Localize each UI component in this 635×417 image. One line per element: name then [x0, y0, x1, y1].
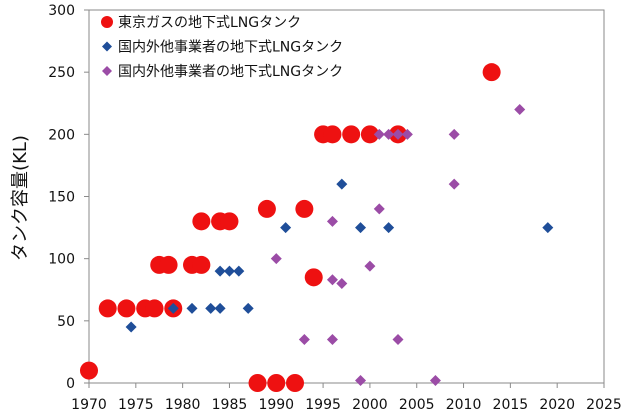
data-point	[267, 374, 286, 392]
data-point	[373, 128, 385, 140]
legend-label: 国内外他事業者の地下式LNGタンク	[118, 64, 343, 80]
y-tick-label: 200	[48, 127, 75, 143]
y-axis-label: タンク容量(KL)	[10, 135, 31, 261]
data-point	[392, 128, 404, 140]
data-point	[360, 125, 379, 144]
data-point	[220, 212, 239, 231]
data-point	[326, 274, 338, 286]
data-point	[383, 128, 395, 140]
series-2	[125, 178, 554, 333]
legend-marker	[101, 16, 113, 28]
x-tick-label: 1995	[305, 397, 341, 413]
data-point	[270, 253, 282, 265]
x-tick-label: 2025	[586, 397, 622, 413]
data-point	[295, 199, 314, 218]
data-point	[145, 299, 164, 318]
data-point	[448, 128, 460, 140]
x-tick-label: 1975	[118, 397, 154, 413]
data-point	[401, 128, 413, 140]
data-point	[326, 333, 338, 345]
legend-marker	[102, 66, 112, 76]
data-point	[248, 374, 267, 392]
y-tick-label: 150	[48, 190, 75, 206]
data-point	[336, 178, 348, 190]
y-tick-label: 50	[57, 314, 75, 330]
data-point	[117, 299, 136, 318]
y-tick-label: 0	[66, 376, 75, 392]
data-point	[159, 255, 178, 274]
data-point	[298, 333, 310, 345]
data-point	[323, 125, 342, 144]
x-tick-label: 1970	[71, 397, 107, 413]
data-point	[242, 302, 254, 314]
data-point	[514, 103, 526, 115]
legend-label: 東京ガスの地下式LNGタンク	[118, 15, 301, 31]
x-tick-label: 2020	[539, 397, 575, 413]
x-tick-label: 1985	[212, 397, 248, 413]
y-tick-label: 250	[48, 65, 75, 81]
x-tick-label: 2015	[493, 397, 529, 413]
data-point	[186, 302, 198, 314]
data-point	[326, 215, 338, 227]
x-tick-label: 2005	[399, 397, 435, 413]
data-point	[304, 268, 323, 287]
data-point	[482, 63, 501, 82]
x-tick-label: 2010	[446, 397, 482, 413]
data-point	[192, 212, 211, 231]
data-point	[373, 203, 385, 215]
legend-label: 国内外他事業者の地下式LNGタンク	[118, 40, 343, 56]
data-point	[392, 333, 404, 345]
series-1	[80, 63, 501, 392]
data-point	[257, 199, 276, 218]
data-point	[355, 375, 367, 387]
data-point	[448, 178, 460, 190]
data-point	[355, 222, 367, 234]
data-point	[214, 302, 226, 314]
y-tick-label: 300	[48, 3, 75, 19]
data-point	[286, 374, 304, 392]
data-point	[125, 321, 137, 333]
data-point	[98, 299, 117, 318]
data-point	[223, 265, 235, 277]
data-point	[80, 361, 98, 380]
data-point	[214, 265, 226, 277]
data-point	[364, 260, 376, 272]
y-tick-label: 100	[48, 252, 75, 268]
data-point	[167, 302, 179, 314]
series-3	[270, 103, 526, 387]
data-point	[342, 125, 361, 144]
data-point	[336, 278, 348, 290]
data-point	[383, 222, 395, 234]
x-tick-label: 1990	[258, 397, 294, 413]
legend: 東京ガスの地下式LNGタンク国内外他事業者の地下式LNGタンク国内外他事業者の地…	[101, 15, 343, 80]
data-point	[542, 222, 554, 234]
data-point	[280, 222, 292, 234]
legend-marker	[102, 41, 112, 52]
data-point	[429, 375, 441, 387]
data-point	[233, 265, 245, 277]
x-tick-label: 2000	[352, 397, 388, 413]
data-point	[192, 255, 211, 274]
data-point	[205, 302, 217, 314]
x-tick-label: 1980	[165, 397, 201, 413]
